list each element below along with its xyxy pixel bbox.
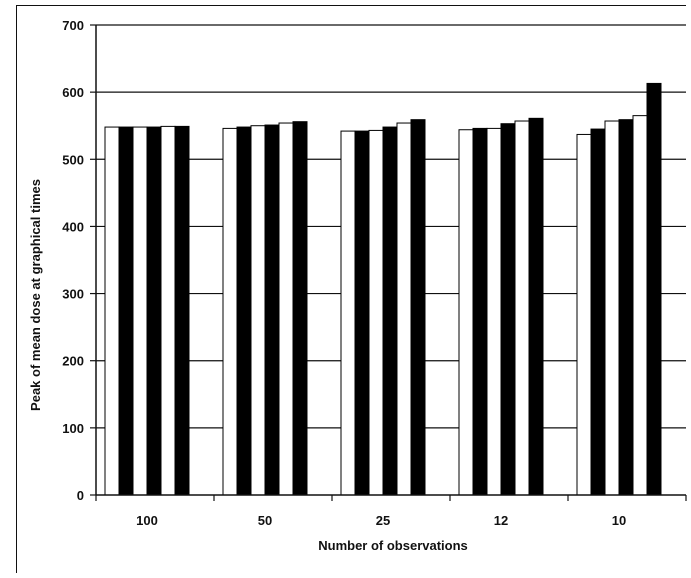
- bar: [368, 129, 384, 496]
- bar: [132, 126, 148, 496]
- bar: [576, 133, 592, 496]
- bar: [104, 126, 120, 496]
- y-tick-label: 300: [62, 287, 84, 302]
- x-tick-label: 25: [376, 513, 390, 528]
- bar: [514, 120, 530, 496]
- bar: [174, 125, 190, 496]
- bar: [278, 122, 294, 496]
- bar: [618, 119, 634, 496]
- chart-frame: [16, 5, 686, 573]
- bar: [222, 127, 238, 496]
- bar: [604, 120, 620, 496]
- bar: [250, 125, 266, 496]
- bar: [528, 117, 544, 496]
- bars: [104, 82, 662, 496]
- bar: [236, 126, 252, 496]
- y-tick-label: 100: [62, 421, 84, 436]
- bar: [340, 130, 356, 496]
- x-tick-label: 10: [612, 513, 626, 528]
- bar: [458, 129, 474, 496]
- y-axis-title: Peak of mean dose at graphical times: [28, 179, 43, 411]
- y-tick-label: 500: [62, 152, 84, 167]
- bar: [472, 127, 488, 496]
- bar: [354, 130, 370, 496]
- x-tick-label: 100: [136, 513, 158, 528]
- x-axis-title: Number of observations: [318, 538, 468, 553]
- bar: [486, 127, 502, 496]
- axes: [90, 24, 687, 501]
- bar: [590, 128, 606, 496]
- bar: [632, 115, 648, 496]
- y-tick-label: 600: [62, 85, 84, 100]
- y-tick-label: 200: [62, 354, 84, 369]
- bar: [160, 125, 176, 496]
- bar: [382, 126, 398, 496]
- bar: [396, 122, 412, 496]
- tick-labels: 0 100 200 300 400 500 600 700 100 50 25 12 10: [62, 18, 626, 528]
- x-tick-label: 50: [258, 513, 272, 528]
- bar: [410, 119, 426, 496]
- bar: [146, 126, 162, 496]
- bar: [646, 82, 662, 496]
- y-tick-label: 0: [77, 488, 84, 503]
- y-tick-label: 400: [62, 219, 84, 234]
- bar: [264, 124, 280, 496]
- x-tick-label: 12: [494, 513, 508, 528]
- bar: [500, 123, 516, 496]
- bar: [292, 121, 308, 496]
- bar: [118, 126, 134, 496]
- y-tick-label: 700: [62, 18, 84, 33]
